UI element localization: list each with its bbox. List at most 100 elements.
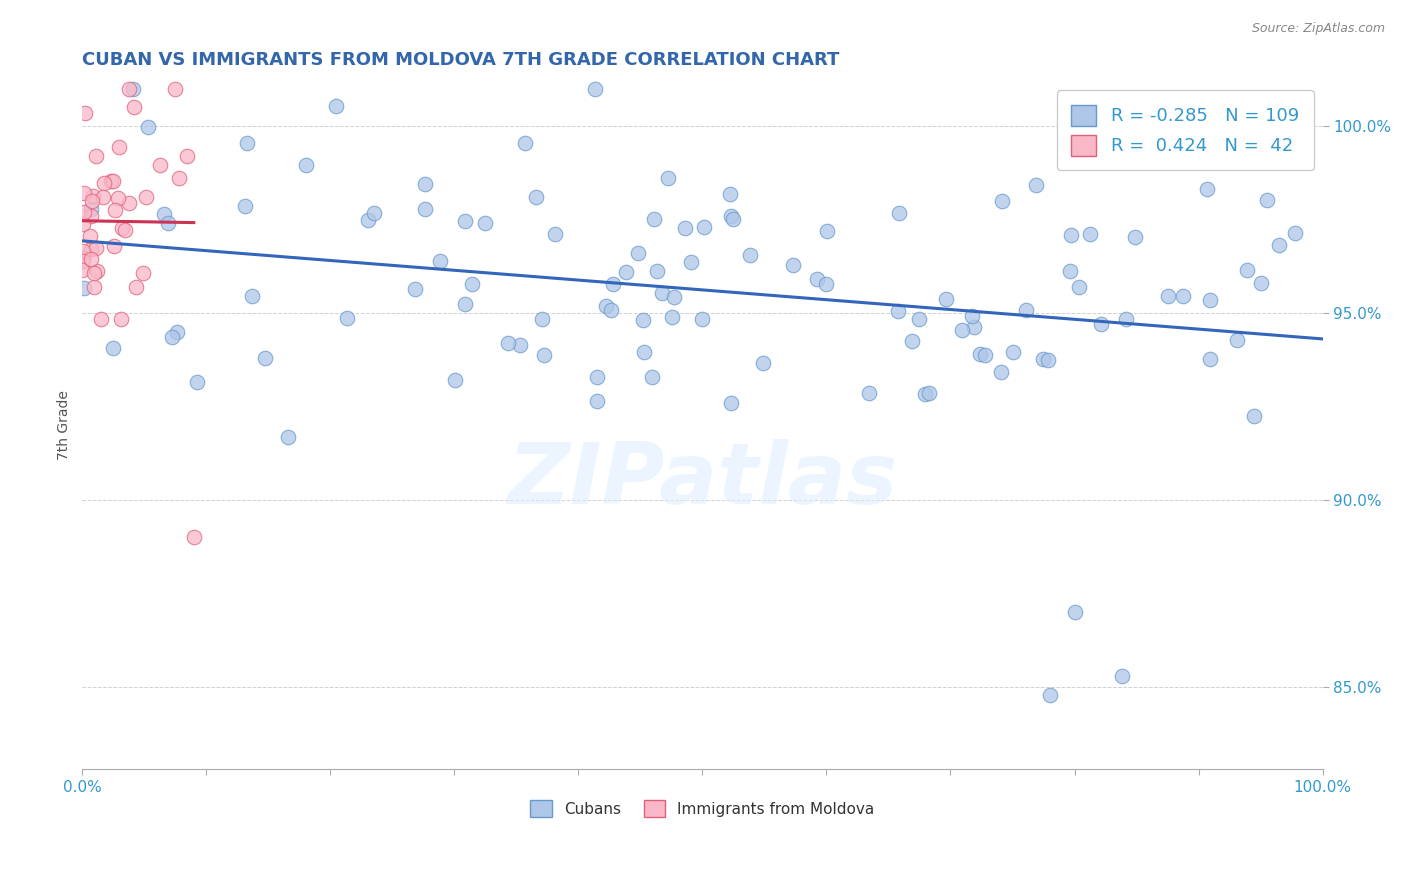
Point [413,202,436,217]
Point [586,393,609,408]
Point [108,140,131,154]
Point [357,212,380,227]
Point [690,311,713,326]
Point [1226,334,1249,348]
Point [454,214,477,228]
Point [935,292,957,306]
Point [886,304,908,318]
Point [413,177,436,191]
Point [90,311,112,326]
Point [721,212,744,227]
Point [160,330,183,344]
Point [1199,351,1222,366]
Point [1001,345,1024,359]
Point [474,216,496,230]
Point [1243,409,1265,423]
Point [602,277,624,291]
Point [600,303,623,318]
Point [93,176,115,190]
Point [533,348,555,362]
Point [991,194,1014,209]
Point [73,106,96,120]
Y-axis label: 7th Grade: 7th Grade [58,391,72,460]
Point [149,158,172,172]
Point [1032,351,1054,366]
Point [80,242,103,256]
Point [72,263,94,277]
Point [101,341,124,355]
Point [918,386,941,401]
Point [673,220,696,235]
Point [641,370,664,384]
Point [509,337,531,351]
Point [429,253,451,268]
Point [84,241,107,255]
Point [530,312,553,326]
Point [1284,226,1306,240]
Point [240,289,263,303]
Point [751,356,773,370]
Point [963,319,986,334]
Point [157,216,180,230]
Point [136,120,159,134]
Point [454,297,477,311]
Point [1195,182,1218,196]
Point [167,170,190,185]
Point [1115,312,1137,326]
Text: ZIPatlas: ZIPatlas [508,439,897,522]
Point [544,227,567,241]
Point [1039,688,1062,702]
Point [80,202,103,216]
Point [114,223,136,237]
Point [1069,279,1091,293]
Point [73,186,96,200]
Point [295,158,318,172]
Point [524,190,547,204]
Point [614,264,637,278]
Point [515,136,537,150]
Point [80,209,103,223]
Point [679,255,702,269]
Point [404,282,426,296]
Text: Source: ZipAtlas.com: Source: ZipAtlas.com [1251,22,1385,36]
Point [901,334,924,349]
Point [122,99,145,113]
Point [253,351,276,366]
Point [183,531,205,545]
Point [1059,227,1081,242]
Point [91,190,114,204]
Point [1111,669,1133,683]
Point [1080,227,1102,242]
Point [163,82,186,96]
Legend: Cubans, Immigrants from Moldova: Cubans, Immigrants from Moldova [524,794,880,823]
Point [1157,289,1180,303]
Point [153,207,176,221]
Point [131,266,153,280]
Point [645,264,668,278]
Point [1199,293,1222,308]
Point [103,239,125,253]
Point [121,82,143,96]
Point [72,251,94,265]
Point [586,369,609,384]
Point [72,254,94,268]
Point [631,312,654,326]
Point [84,149,107,163]
Point [72,244,94,259]
Point [643,211,665,226]
Point [73,205,96,219]
Point [80,252,103,267]
Point [1036,353,1059,368]
Point [664,290,686,304]
Point [782,258,804,272]
Point [914,386,936,401]
Point [186,376,208,390]
Point [950,323,973,337]
Point [1256,193,1278,207]
Point [79,229,101,244]
Point [718,187,741,202]
Point [1014,302,1036,317]
Point [1064,605,1087,619]
Point [277,430,299,444]
Point [233,199,256,213]
